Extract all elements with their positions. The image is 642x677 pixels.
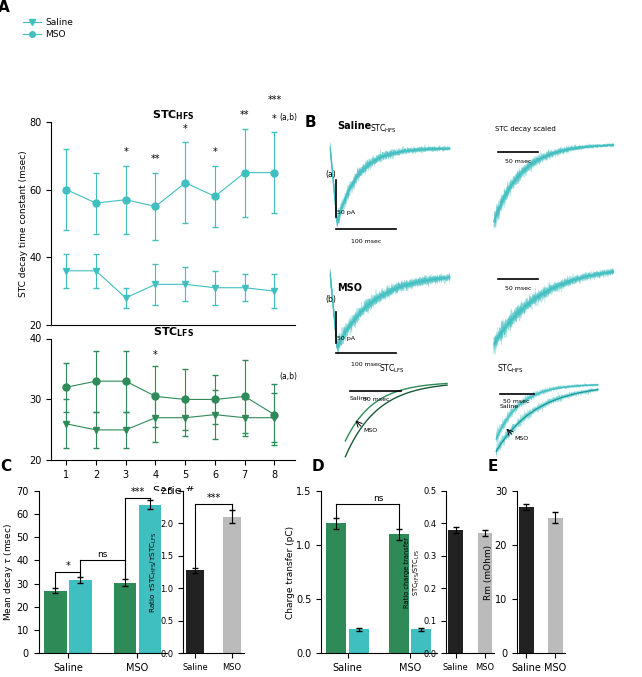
Text: 50 msec: 50 msec <box>505 159 531 164</box>
Text: STC$_\mathregular{HFS}$: STC$_\mathregular{HFS}$ <box>497 363 524 375</box>
Bar <box>114 582 136 653</box>
Text: *: * <box>213 148 218 158</box>
Y-axis label: Ratio $\tau$STC$_\mathregular{HFS}$/$\tau$STC$_\mathregular{LFS}$: Ratio $\tau$STC$_\mathregular{HFS}$/$\ta… <box>148 531 159 613</box>
Text: B: B <box>305 115 317 130</box>
Text: STC decay scaled: STC decay scaled <box>494 126 555 132</box>
Text: (a,b): (a,b) <box>279 113 297 122</box>
Text: MSO: MSO <box>515 436 529 441</box>
Y-axis label: Mean decay $\tau$ (msec): Mean decay $\tau$ (msec) <box>2 523 15 621</box>
Text: (a): (a) <box>325 170 336 179</box>
Bar <box>349 630 369 653</box>
Text: 50 msec: 50 msec <box>505 286 531 291</box>
Text: STC$_\mathregular{LFS}$: STC$_\mathregular{LFS}$ <box>379 363 406 375</box>
Bar <box>478 533 492 653</box>
Bar <box>186 570 204 653</box>
Bar <box>69 580 92 653</box>
Text: 50 pA: 50 pA <box>338 210 356 215</box>
Y-axis label: Rm (mOhm): Rm (mOhm) <box>484 544 493 600</box>
Text: C: C <box>0 458 11 473</box>
Title: $\mathbf{STC_{LFS}}$: $\mathbf{STC_{LFS}}$ <box>153 325 194 338</box>
Text: *: * <box>123 148 128 158</box>
Text: 50 pA: 50 pA <box>338 336 356 341</box>
Text: Saline: Saline <box>500 404 519 409</box>
Bar <box>139 505 161 653</box>
Text: *: * <box>153 350 158 359</box>
Y-axis label: Charge transfer (pC): Charge transfer (pC) <box>286 525 295 619</box>
Text: *: * <box>272 114 277 123</box>
Text: **: ** <box>151 154 160 164</box>
Text: Saline: Saline <box>349 396 369 401</box>
Text: 100 msec: 100 msec <box>351 362 381 367</box>
Text: *: * <box>65 561 71 571</box>
Text: ***: *** <box>267 95 282 105</box>
Bar <box>223 517 241 653</box>
Y-axis label: STC decay time constant (msec): STC decay time constant (msec) <box>19 150 28 297</box>
Text: STC$_\mathregular{HFS}$: STC$_\mathregular{HFS}$ <box>370 123 397 135</box>
Bar <box>326 523 346 653</box>
Legend: Saline, MSO: Saline, MSO <box>19 15 77 43</box>
Text: MSO: MSO <box>364 428 378 433</box>
Text: D: D <box>311 458 324 473</box>
Text: 50 msec: 50 msec <box>363 397 389 402</box>
Text: ns: ns <box>98 550 108 559</box>
Bar <box>412 630 431 653</box>
Bar <box>44 590 67 653</box>
Text: ***: *** <box>206 493 221 502</box>
Text: A: A <box>0 0 10 15</box>
Text: MSO: MSO <box>337 283 362 293</box>
Text: (a,b): (a,b) <box>279 372 297 381</box>
Text: ***: *** <box>130 487 144 497</box>
Text: E: E <box>488 458 498 473</box>
Bar <box>519 507 534 653</box>
Text: *: * <box>183 124 187 133</box>
Text: (b): (b) <box>325 295 336 304</box>
Bar <box>548 518 563 653</box>
X-axis label: Serie #: Serie # <box>153 485 194 496</box>
Text: Saline: Saline <box>337 121 371 131</box>
Text: **: ** <box>240 110 250 121</box>
Y-axis label: Ratio charge transfer
STC$_\mathregular{HFS}$/STC$_\mathregular{LFS}$: Ratio charge transfer STC$_\mathregular{… <box>404 537 422 607</box>
Text: ns: ns <box>374 494 384 503</box>
Bar <box>448 530 463 653</box>
Text: 100 msec: 100 msec <box>351 239 381 244</box>
Title: $\mathbf{STC_{HFS}}$: $\mathbf{STC_{HFS}}$ <box>152 108 195 122</box>
Text: 50 msec: 50 msec <box>503 399 530 403</box>
Bar <box>389 534 409 653</box>
